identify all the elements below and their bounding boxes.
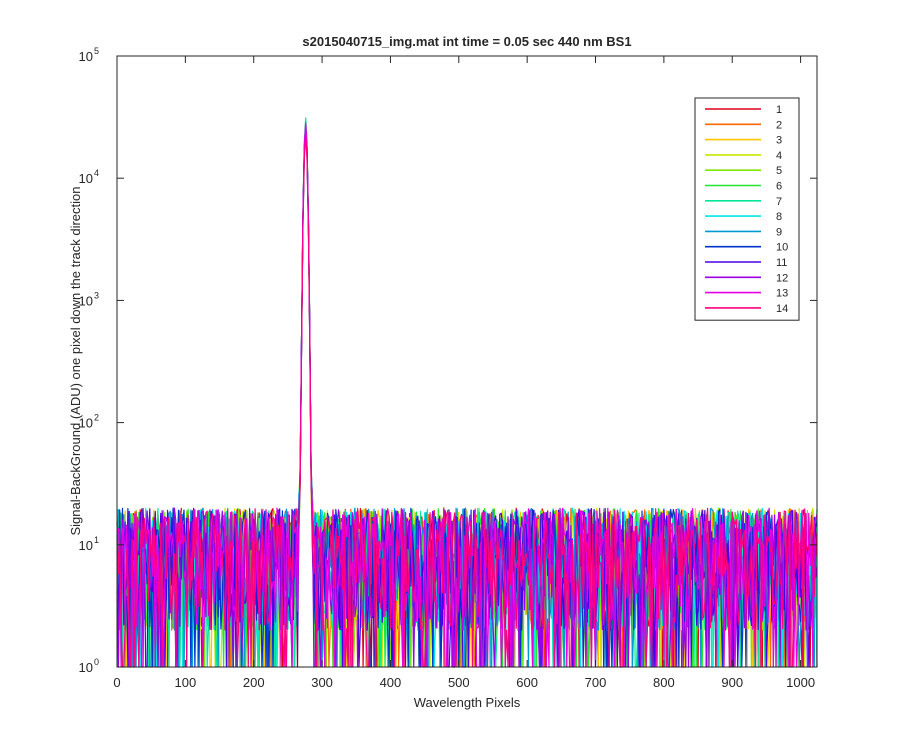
y-tick-label: 10: [79, 171, 93, 186]
x-tick-label: 900: [721, 675, 743, 690]
legend-label-4: 4: [776, 150, 782, 162]
series-line-14: [116, 134, 818, 668]
legend-label-14: 14: [776, 303, 788, 315]
legend-label-3: 3: [776, 135, 782, 147]
y-tick-label: 10: [79, 416, 93, 431]
y-tick-label: 10: [79, 660, 93, 675]
legend-label-2: 2: [776, 119, 782, 131]
y-tick-exponent: 5: [94, 46, 99, 56]
x-tick-label: 100: [175, 675, 197, 690]
y-tick-exponent: 0: [94, 657, 99, 667]
y-tick-exponent: 4: [94, 168, 99, 178]
x-tick-label: 500: [448, 675, 470, 690]
x-tick-label: 300: [311, 675, 333, 690]
y-tick-exponent: 2: [94, 413, 99, 423]
y-tick-label: 10: [79, 293, 93, 308]
legend-label-1: 1: [776, 104, 782, 116]
x-tick-label: 700: [585, 675, 607, 690]
y-tick-label: 10: [79, 49, 93, 64]
legend-label-9: 9: [776, 226, 782, 238]
legend-label-12: 12: [776, 272, 788, 284]
legend-label-6: 6: [776, 181, 782, 193]
y-axis-label: Signal-BackGround (ADU) one pixel down t…: [68, 186, 83, 535]
legend-label-8: 8: [776, 211, 782, 223]
chart-title: s2015040715_img.mat int time = 0.05 sec …: [302, 34, 631, 49]
x-tick-label: 200: [243, 675, 265, 690]
x-tick-label: 400: [380, 675, 402, 690]
y-tick-exponent: 3: [94, 290, 99, 300]
legend-label-13: 13: [776, 288, 788, 300]
series-layer: [116, 117, 818, 668]
x-tick-label: 0: [113, 675, 120, 690]
legend-label-11: 11: [776, 257, 787, 269]
x-tick-label: 800: [653, 675, 675, 690]
x-axis-label: Wavelength Pixels: [414, 695, 521, 710]
plot-frame: [116, 55, 818, 668]
y-tick-label: 10: [79, 538, 93, 553]
legend-box: [694, 97, 800, 321]
x-tick-label: 600: [516, 675, 538, 690]
y-tick-exponent: 1: [94, 535, 99, 545]
legend-label-10: 10: [776, 242, 788, 254]
legend-label-5: 5: [776, 165, 782, 177]
legend-label-7: 7: [776, 196, 782, 208]
x-tick-label: 1000: [786, 675, 815, 690]
